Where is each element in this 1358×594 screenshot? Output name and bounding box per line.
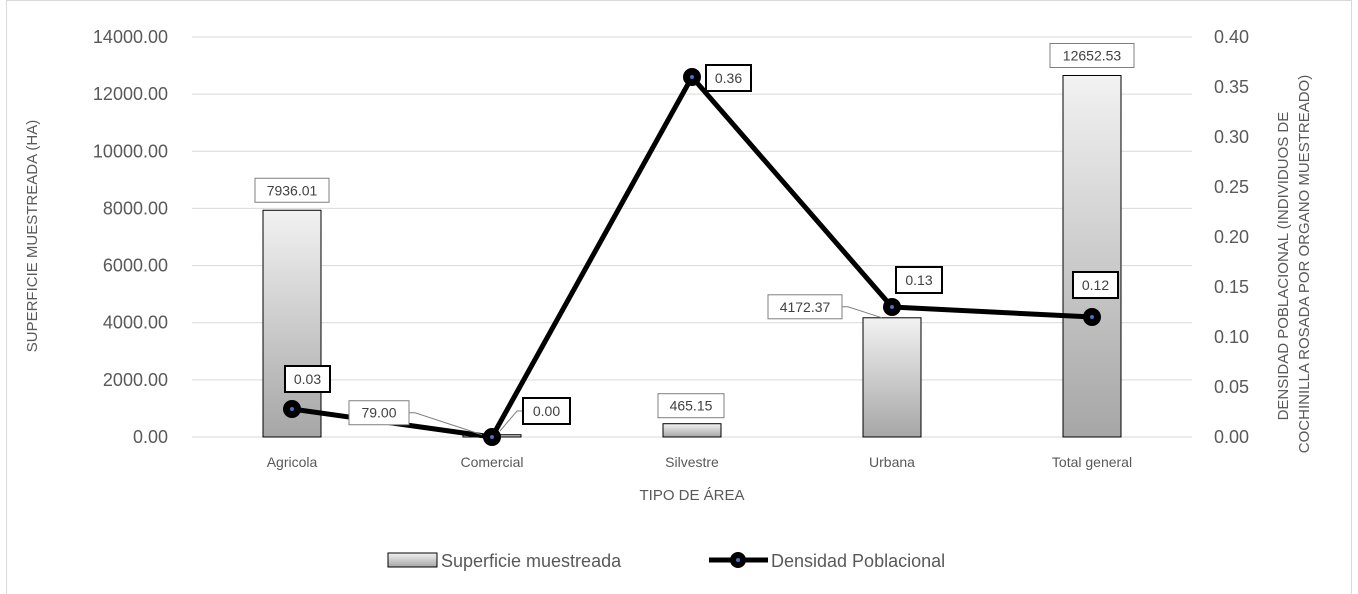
y2-tick-label: 0.30 xyxy=(1214,127,1249,147)
data-label-leader xyxy=(499,410,523,432)
data-label-box xyxy=(895,266,943,294)
y2-tick-label: 0.15 xyxy=(1214,277,1249,297)
y2-tick-label: 0.10 xyxy=(1214,327,1249,347)
data-label-box xyxy=(705,64,752,92)
legend-swatch-bar xyxy=(387,552,438,568)
data-label: 0.13 xyxy=(905,272,932,288)
data-label-leader xyxy=(409,412,483,436)
y-tick-label: 4000.00 xyxy=(103,313,168,333)
y2-tick-label: 0.05 xyxy=(1214,377,1249,397)
data-label: 4172.37 xyxy=(780,299,831,315)
axes: 0.00 2000.00 4000.00 6000.00 8000.00 10000.00… xyxy=(93,27,1249,470)
y-tick-label: 0.00 xyxy=(133,427,168,447)
line-path xyxy=(291,74,1093,440)
data-label-leader xyxy=(842,306,883,319)
y2-tick-label: 0.35 xyxy=(1214,77,1249,97)
line-marker-center xyxy=(690,75,694,79)
legend-label-line: Densidad Poblacional xyxy=(771,551,945,571)
data-label-box xyxy=(522,397,571,425)
y2-tick-label: 0.40 xyxy=(1214,27,1249,47)
line-marker-center xyxy=(490,435,494,439)
bar xyxy=(862,317,922,438)
data-label: 0.00 xyxy=(533,403,560,419)
x-tick-label: Urbana xyxy=(869,454,915,470)
y-tick-label: 14000.00 xyxy=(93,27,168,47)
bar xyxy=(662,423,722,438)
data-label: 7936.01 xyxy=(267,182,318,198)
data-label-box xyxy=(767,294,843,320)
y2-axis-title-line-2: COCHINILLA ROSADA POR ORGANO MUESTREADO) xyxy=(1296,75,1313,453)
x-axis-title: TIPO DE ÁREA xyxy=(639,487,744,504)
legend-swatch-marker-center xyxy=(736,558,740,562)
x-tick-label: Agricola xyxy=(267,454,318,470)
y-tick-label: 6000.00 xyxy=(103,256,168,276)
data-label: 0.36 xyxy=(715,70,742,86)
chart-frame xyxy=(6,0,1352,594)
line-marker-center xyxy=(890,305,894,309)
data-label-box xyxy=(1049,42,1135,68)
line-marker-center xyxy=(290,407,294,411)
x-tick-label: Silvestre xyxy=(665,454,719,470)
y-tick-label: 2000.00 xyxy=(103,370,168,390)
y2-tick-label: 0.20 xyxy=(1214,227,1249,247)
bar xyxy=(1062,74,1122,438)
y2-axis-title-line-1: DENSIDAD POBLACIONAL (INDIVIDUOS DE xyxy=(1275,112,1292,421)
y-axis-title: SUPERFICIE MUESTREADA (HA) xyxy=(24,120,41,353)
y2-tick-label: 0.00 xyxy=(1214,427,1249,447)
data-label: 0.12 xyxy=(1082,277,1109,293)
line-series xyxy=(283,68,1101,446)
legend-label-bar: Superficie muestreada xyxy=(441,551,622,571)
data-label: 465.15 xyxy=(670,398,713,414)
y-tick-label: 10000.00 xyxy=(93,141,168,161)
data-label-box xyxy=(254,177,330,203)
legend: Superficie muestreada Densidad Poblacion… xyxy=(387,551,945,571)
data-labels: 7936.01 79.00 465.15 4172.37 12652.53 0.03 0.0… xyxy=(254,42,1135,436)
data-label: 0.03 xyxy=(294,371,321,387)
y2-axis-title: DENSIDAD POBLACIONAL (INDIVIDUOS DE COCH… xyxy=(1275,75,1313,453)
data-label-box xyxy=(348,400,410,426)
gridlines xyxy=(192,36,1192,438)
y2-tick-label: 0.25 xyxy=(1214,177,1249,197)
x-tick-label: Total general xyxy=(1052,454,1132,470)
x-tick-label: Comercial xyxy=(460,454,523,470)
data-label-box xyxy=(657,393,725,419)
data-label-box xyxy=(284,365,331,393)
y-tick-label: 8000.00 xyxy=(103,198,168,218)
line-marker-center xyxy=(1090,315,1094,319)
bar xyxy=(262,209,322,438)
data-label-box xyxy=(1072,271,1119,299)
data-label: 12652.53 xyxy=(1063,47,1122,63)
bar-series xyxy=(262,74,1122,438)
y-tick-label: 12000.00 xyxy=(93,84,168,104)
data-label: 79.00 xyxy=(361,405,396,421)
